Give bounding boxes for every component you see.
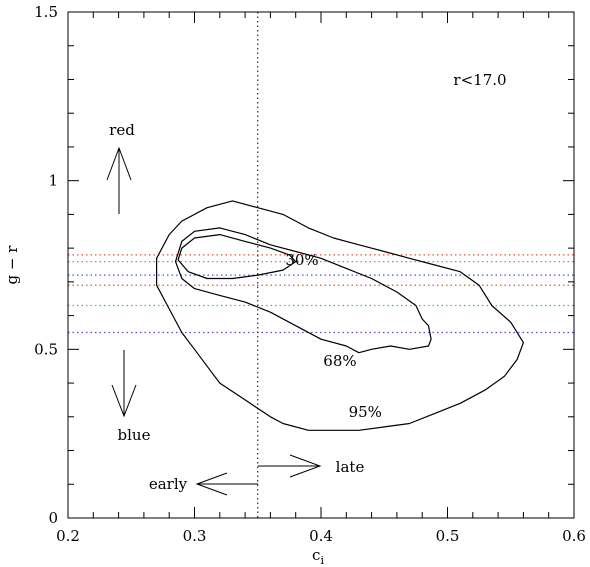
- arrow-up-icon: [106, 146, 132, 214]
- y-tick-label-3: 1.5: [34, 3, 58, 21]
- contour-labels: 30% 68% 95%: [285, 251, 382, 421]
- contour-2: [156, 200, 524, 431]
- arrow-left-icon: [195, 472, 258, 496]
- horizontal-reference-lines: [68, 254, 574, 334]
- blue-label: blue: [118, 426, 151, 444]
- y-tick-label-1: 0.5: [34, 340, 58, 358]
- arrow-down-icon: [111, 350, 137, 418]
- x-axis-label-main: c: [312, 546, 320, 564]
- y-tick-labels: 0 0.5 1 1.5: [34, 3, 58, 527]
- x-tick-label-4: 0.6: [562, 527, 586, 545]
- y-tick-label-2: 1: [48, 172, 58, 190]
- axis-ticks: [67, 11, 575, 519]
- y-tick-label-0: 0: [48, 509, 58, 527]
- x-tick-label-1: 0.3: [183, 527, 207, 545]
- y-axis-label: g − r: [3, 245, 21, 285]
- contours: [156, 200, 524, 431]
- early-label: early: [149, 475, 188, 493]
- contour-label-2: 95%: [349, 403, 382, 421]
- x-tick-labels: 0.2 0.3 0.4 0.5 0.6: [56, 527, 586, 545]
- x-axis-label: ci: [312, 546, 324, 567]
- x-tick-label-2: 0.4: [309, 527, 333, 545]
- x-tick-label-3: 0.5: [436, 527, 460, 545]
- late-label: late: [336, 458, 365, 476]
- arrow-right-icon: [258, 454, 322, 478]
- red-label: red: [109, 121, 135, 139]
- magnitude-cut-label: r<17.0: [453, 71, 506, 89]
- x-axis-label-subscript: i: [320, 554, 324, 567]
- contour-label-1: 68%: [323, 352, 356, 370]
- contour-0: [177, 234, 297, 280]
- contour-1: [174, 227, 432, 354]
- contour-label-0: 30%: [285, 251, 318, 269]
- x-tick-label-0: 0.2: [56, 527, 80, 545]
